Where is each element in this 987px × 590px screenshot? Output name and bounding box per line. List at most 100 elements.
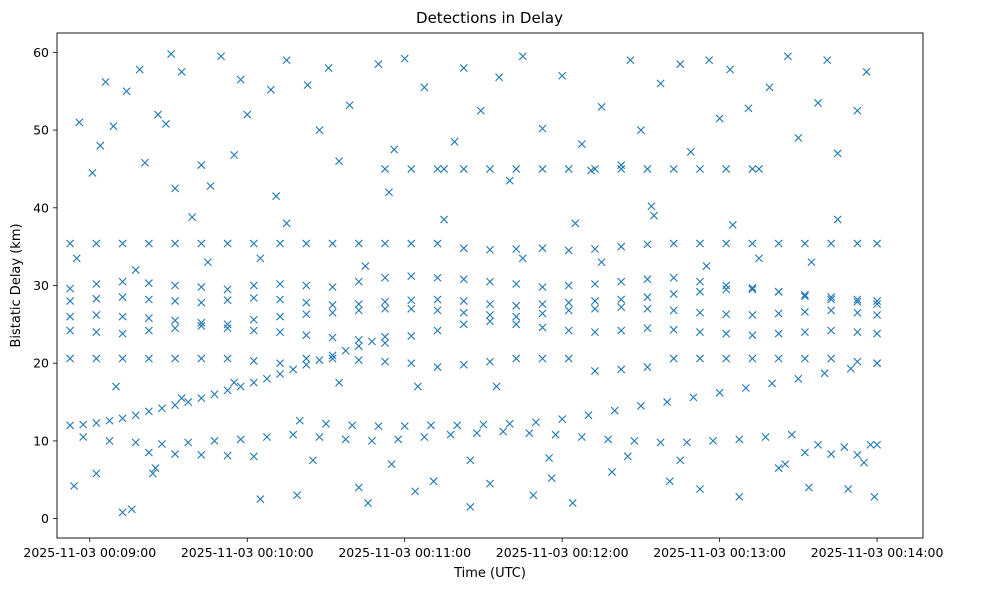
- data-point: [665, 477, 674, 486]
- data-point: [774, 239, 783, 248]
- data-point: [486, 245, 494, 254]
- data-point: [407, 304, 416, 313]
- data-point: [466, 502, 475, 511]
- x-tick-label: 2025-11-03 00:10:00: [181, 545, 314, 560]
- data-point: [459, 297, 468, 306]
- data-point: [88, 168, 97, 177]
- data-point: [223, 285, 232, 294]
- data-point: [105, 416, 114, 425]
- data-point: [230, 150, 239, 159]
- data-point: [617, 164, 626, 173]
- data-point: [827, 326, 836, 335]
- data-point: [384, 188, 393, 197]
- data-point: [315, 433, 324, 441]
- data-point: [324, 63, 333, 72]
- data-point: [617, 277, 626, 286]
- data-point: [328, 239, 337, 248]
- data-point: [101, 77, 110, 86]
- data-point: [853, 239, 862, 248]
- data-point: [177, 67, 186, 76]
- data-point: [407, 164, 416, 173]
- data-point: [276, 312, 285, 321]
- data-point: [335, 378, 344, 387]
- data-point: [538, 283, 547, 292]
- data-point: [538, 124, 547, 133]
- data-point: [853, 308, 862, 317]
- data-point: [608, 467, 617, 476]
- data-point: [321, 419, 330, 428]
- data-point: [407, 296, 416, 305]
- data-point: [630, 436, 639, 445]
- data-point: [289, 365, 298, 374]
- data-point: [722, 164, 731, 173]
- data-point: [472, 429, 481, 438]
- data-point: [800, 307, 809, 316]
- data-point: [266, 85, 275, 94]
- data-point: [695, 485, 704, 494]
- data-point: [440, 215, 449, 224]
- data-point: [374, 422, 383, 431]
- data-point: [411, 487, 420, 496]
- data-point: [390, 145, 399, 154]
- x-tick-label: 2025-11-03 00:13:00: [653, 545, 786, 560]
- data-point: [479, 420, 488, 429]
- data-point: [459, 308, 468, 317]
- data-point: [512, 354, 521, 363]
- data-point: [643, 324, 652, 333]
- data-point: [144, 279, 153, 288]
- data-point: [794, 374, 803, 383]
- data-point: [256, 254, 265, 263]
- data-point: [626, 56, 635, 65]
- data-point: [315, 126, 324, 135]
- data-point: [538, 309, 547, 318]
- data-point: [131, 411, 140, 420]
- data-point: [276, 359, 285, 368]
- data-point: [695, 354, 704, 363]
- data-point: [774, 329, 783, 338]
- data-point: [367, 337, 376, 346]
- data-point: [223, 386, 232, 395]
- data-point: [276, 279, 285, 288]
- data-point: [302, 239, 311, 248]
- data-point: [800, 239, 809, 248]
- data-point: [866, 440, 875, 449]
- data-point: [643, 293, 652, 302]
- data-point: [223, 451, 232, 460]
- data-point: [249, 281, 258, 290]
- data-point: [656, 438, 665, 447]
- data-point: [140, 158, 149, 167]
- data-point: [617, 242, 626, 251]
- data-point: [804, 483, 813, 492]
- data-point: [282, 219, 291, 228]
- data-point: [157, 404, 166, 413]
- data-point: [79, 433, 88, 441]
- data-point: [702, 262, 711, 271]
- data-point: [800, 328, 809, 337]
- data-point: [669, 239, 678, 248]
- data-point: [853, 357, 862, 366]
- data-point: [302, 354, 311, 363]
- data-point: [564, 298, 573, 307]
- data-point: [505, 176, 514, 185]
- data-point: [538, 244, 547, 253]
- data-point: [197, 354, 206, 363]
- data-point: [361, 262, 370, 271]
- data-point: [643, 164, 652, 173]
- y-axis-label: Bistatic Delay (km): [9, 223, 24, 347]
- data-point: [105, 436, 114, 445]
- data-point: [564, 246, 573, 255]
- data-point: [188, 213, 197, 222]
- data-point: [171, 184, 180, 193]
- data-point: [558, 415, 567, 424]
- series-5: [66, 272, 882, 306]
- data-point: [459, 63, 468, 72]
- data-point: [66, 312, 75, 321]
- data-point: [440, 164, 449, 173]
- data-point: [873, 300, 882, 309]
- data-point: [446, 430, 455, 439]
- data-point: [577, 140, 586, 149]
- data-point: [177, 394, 186, 403]
- data-point: [151, 464, 160, 473]
- data-point: [722, 285, 731, 294]
- data-point: [669, 325, 678, 334]
